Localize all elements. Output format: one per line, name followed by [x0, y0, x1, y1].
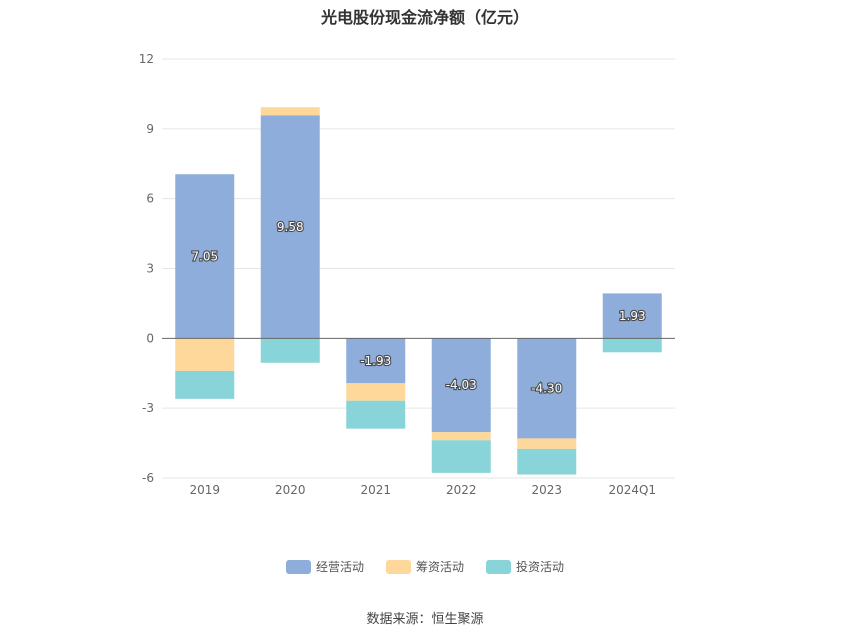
y-tick-label: 12 — [139, 52, 154, 66]
x-tick-label: 2023 — [531, 483, 562, 497]
bar-经营活动-2020 — [260, 115, 320, 339]
x-tick-label: 2024Q1 — [608, 483, 656, 497]
legend-swatch — [385, 559, 411, 574]
x-tick-label: 2022 — [446, 483, 477, 497]
y-tick-label: -6 — [142, 471, 154, 485]
y-tick-label: 3 — [146, 262, 154, 276]
x-tick-label: 2019 — [189, 483, 220, 497]
chart-title: 光电股份现金流净额（亿元） — [320, 8, 529, 27]
bar-经营活动-2023 — [517, 338, 577, 439]
legend-swatch — [285, 559, 311, 574]
bar-筹资活动-2020 — [260, 107, 320, 116]
bar-筹资活动-2019 — [175, 338, 235, 371]
legend-item[interactable]: 经营活动 — [285, 558, 364, 575]
bar-投资活动-2022 — [431, 440, 491, 473]
data-label: -4.03 — [446, 378, 477, 392]
bar-投资活动-2020 — [260, 338, 320, 363]
data-label: 1.93 — [619, 309, 646, 323]
legend-item[interactable]: 投资活动 — [486, 558, 564, 575]
data-label: -1.93 — [360, 354, 391, 368]
x-tick-label: 2021 — [360, 483, 391, 497]
bar-投资活动-2021 — [346, 400, 406, 429]
bar-筹资活动-2022 — [431, 432, 491, 441]
legend: 经营活动 筹资活动 投资活动 — [0, 558, 850, 575]
legend-swatch — [486, 559, 511, 574]
bar-经营活动-2021 — [346, 338, 406, 384]
legend-item[interactable]: 筹资活动 — [385, 558, 464, 575]
data-label: -4.30 — [531, 381, 562, 395]
legend-label: 经营活动 — [315, 560, 364, 574]
bar-经营活动-2019 — [175, 174, 235, 339]
bar-投资活动-2019 — [175, 370, 235, 399]
bar-投资活动-2023 — [517, 448, 577, 475]
data-label: 7.05 — [191, 249, 218, 263]
y-tick-label: -3 — [142, 401, 154, 415]
x-tick-label: 2020 — [275, 483, 306, 497]
legend-label: 筹资活动 — [415, 560, 464, 574]
bar-筹资活动-2023 — [517, 438, 577, 449]
y-tick-label: 6 — [146, 192, 154, 206]
bar-投资活动-2024Q1 — [602, 338, 662, 353]
legend-label: 投资活动 — [516, 560, 565, 574]
bar-筹资活动-2021 — [346, 383, 406, 401]
bar-经营活动-2022 — [431, 338, 491, 433]
y-tick-label: 9 — [146, 122, 154, 136]
data-label: 9.58 — [277, 220, 304, 234]
y-tick-label: 0 — [146, 331, 154, 345]
bar-经营活动-2024Q1 — [602, 293, 662, 339]
data-source: 数据来源：恒生聚源 — [366, 612, 484, 627]
